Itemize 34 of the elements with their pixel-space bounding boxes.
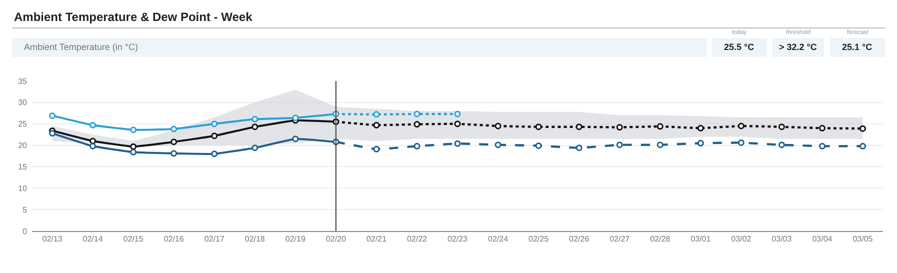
y-tick-label: 15	[18, 162, 28, 172]
x-tick-label: 02/15	[123, 234, 144, 244]
text: 25.5 °C	[724, 42, 755, 52]
x-tick-label: 02/14	[82, 234, 104, 244]
y-tick-label: 0	[22, 226, 28, 236]
chart-subtitle: Ambient Temperature (in °C)	[24, 42, 138, 52]
x-tick-label: 02/20	[326, 234, 346, 244]
x-tick-label: 02/13	[42, 234, 63, 244]
y-tick-label: 30	[18, 98, 28, 108]
x-tick-label: 03/01	[690, 234, 712, 244]
x-tick-label: 02/27	[610, 234, 630, 244]
x-tick-label: 03/02	[731, 234, 752, 244]
text: > 32.2 °C	[779, 42, 818, 52]
x-tick-label: 02/24	[488, 234, 509, 244]
x-tick-label: 02/25	[528, 234, 550, 244]
x-tick-label: 03/04	[812, 234, 833, 244]
x-tick-label: 02/19	[285, 234, 306, 244]
chart-title: Ambient Temperature & Dew Point - Week	[14, 10, 253, 24]
x-tick-label: 02/26	[569, 234, 590, 244]
y-tick-label: 5	[22, 205, 28, 214]
y-tick-label: 35	[18, 76, 28, 86]
x-tick-label: 02/18	[244, 234, 266, 244]
x-tick-label: 03/03	[772, 234, 792, 244]
x-tick-label: 02/28	[650, 234, 671, 244]
x-tick-label: 02/23	[447, 234, 468, 244]
y-tick-label: 10	[18, 184, 28, 193]
x-tick-label: 02/16	[164, 234, 184, 244]
y-tick-label: 20	[18, 141, 28, 150]
y-tick-label: 25	[18, 120, 28, 129]
x-tick-label: 03/05	[852, 234, 874, 244]
x-tick-label: 02/21	[366, 234, 388, 244]
text: 25.1 °C	[842, 42, 873, 52]
x-tick-label: 02/22	[406, 234, 428, 244]
x-tick-label: 02/17	[204, 234, 225, 244]
